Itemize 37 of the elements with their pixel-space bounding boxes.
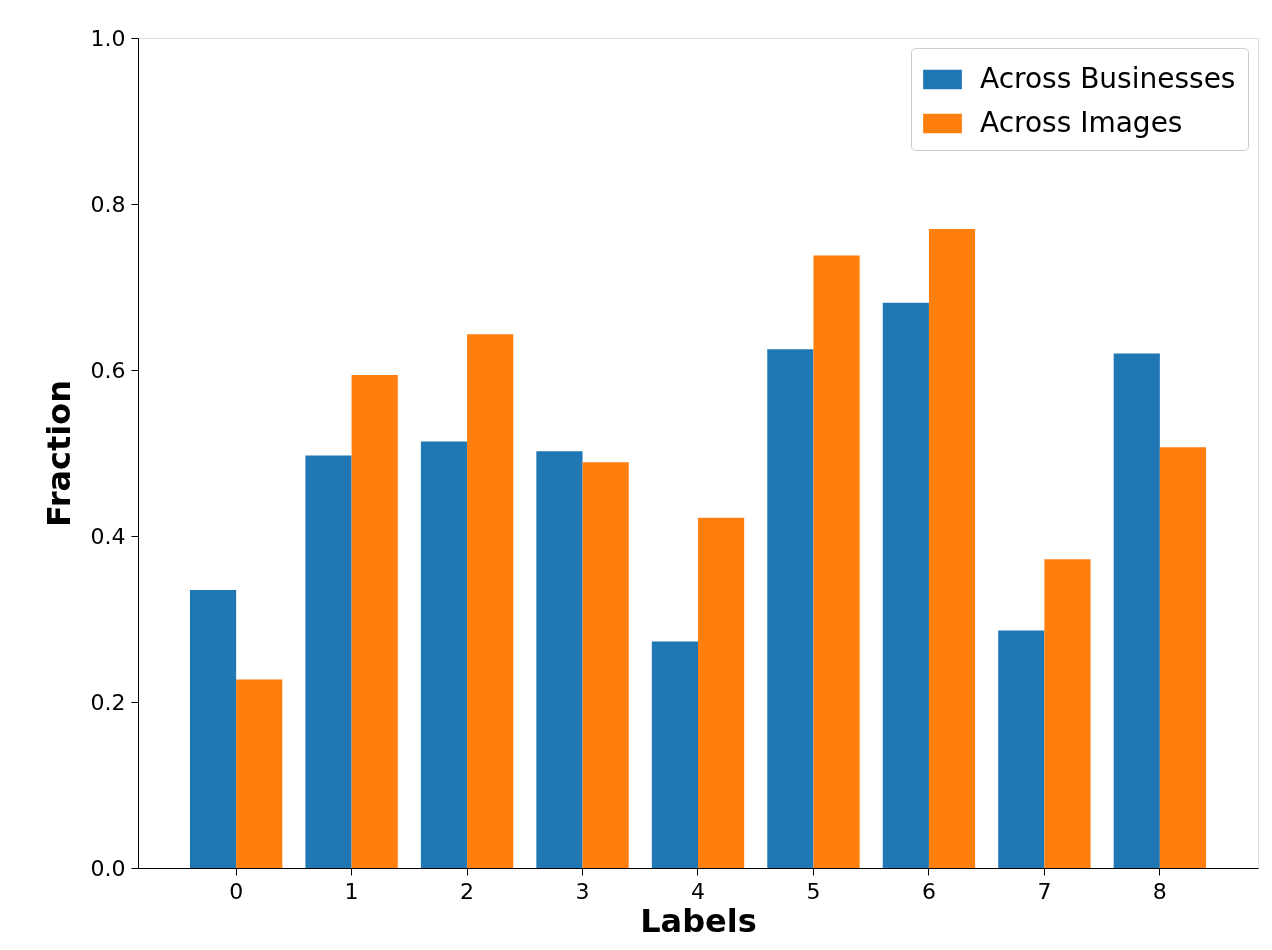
y-tick-label: 0.4 — [90, 523, 126, 549]
x-tick-label: 0 — [229, 878, 244, 904]
bar — [1044, 559, 1091, 868]
bar — [813, 255, 860, 868]
x-tick-label: 6 — [921, 878, 936, 904]
x-tick-label: 3 — [575, 878, 590, 904]
y-tick-label: 0.8 — [90, 191, 126, 217]
bar — [189, 589, 237, 868]
bar — [236, 679, 283, 868]
x-tick-label: 5 — [806, 878, 821, 904]
x-tick-label: 1 — [344, 878, 359, 904]
y-tick-label: 1.0 — [90, 25, 126, 51]
bar — [767, 349, 814, 868]
x-axis-title: Labels — [640, 901, 757, 940]
x-tick-label: 7 — [1037, 878, 1052, 904]
x-tick-label: 8 — [1152, 878, 1167, 904]
bar — [928, 228, 976, 868]
bar — [467, 334, 514, 868]
y-tick-label: 0.2 — [90, 689, 126, 715]
y-axis-title: Fraction — [39, 379, 78, 528]
bar — [882, 302, 929, 868]
bar — [698, 517, 745, 868]
bar — [305, 455, 352, 868]
y-tick-label: 0.0 — [90, 855, 126, 881]
bar — [351, 374, 398, 868]
y-tick-label: 0.6 — [90, 357, 126, 383]
bar — [998, 630, 1045, 868]
x-tick-label: 4 — [691, 878, 705, 904]
legend-label: Across Businesses — [980, 61, 1236, 95]
bar — [582, 462, 629, 868]
bar — [420, 441, 468, 868]
bar — [1113, 353, 1160, 868]
legend-label: Across Images — [980, 105, 1183, 139]
bar — [1159, 447, 1207, 868]
x-tick-label: 2 — [460, 878, 475, 904]
bar — [651, 641, 698, 868]
bar — [536, 451, 583, 868]
